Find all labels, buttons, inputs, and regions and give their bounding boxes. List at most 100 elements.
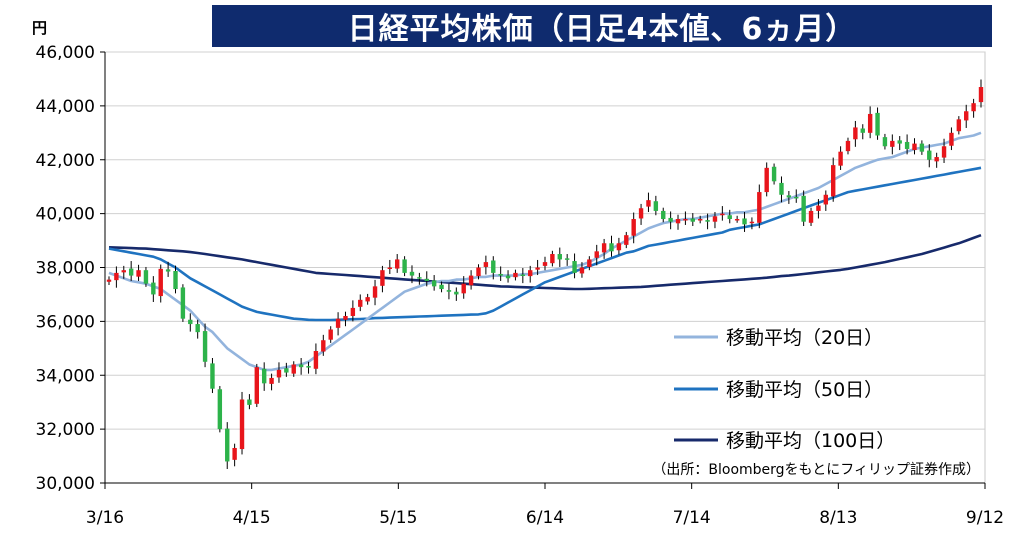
y-tick-label: 42,000 (36, 151, 95, 171)
candle (934, 152, 939, 168)
candle (705, 213, 710, 230)
candle (431, 275, 437, 291)
candle (794, 189, 799, 203)
candle (727, 209, 732, 224)
candle-body (535, 267, 540, 270)
candle-body (661, 210, 666, 220)
candle (158, 264, 163, 303)
candle (808, 207, 814, 227)
candle-body (794, 196, 799, 199)
candle (653, 195, 659, 216)
candle-body (498, 273, 503, 276)
legend-label-ma100: 移動平均（100日） (726, 430, 895, 452)
candle (439, 281, 444, 293)
candle-body (225, 428, 230, 462)
candle (675, 214, 681, 230)
candle (720, 206, 725, 221)
candle-body (461, 283, 466, 294)
candle-body (409, 271, 415, 276)
candle (276, 362, 282, 383)
x-tick-label: 5/15 (379, 508, 417, 528)
candle-body (764, 167, 769, 193)
candle (971, 98, 976, 118)
candle-body (949, 132, 954, 146)
candle-body (941, 146, 947, 158)
legend-label-ma50: 移動平均（50日） (726, 379, 883, 401)
candle (217, 386, 223, 433)
candle (483, 255, 489, 275)
candle (624, 231, 629, 249)
candle-body (232, 447, 237, 460)
candle-body (165, 269, 171, 272)
candle (697, 215, 703, 224)
candle (823, 190, 829, 211)
candle-body (321, 340, 326, 352)
candle (764, 162, 769, 197)
candle-body (261, 368, 267, 384)
candle-body (609, 243, 614, 252)
candle-body (587, 259, 592, 267)
candle-body (734, 219, 740, 221)
candle-body (247, 399, 252, 405)
candle-body (424, 278, 429, 281)
candle-body (298, 364, 304, 368)
candle (210, 358, 215, 394)
candle-body (978, 87, 984, 103)
candle (838, 146, 843, 170)
y-tick-label: 38,000 (36, 259, 95, 279)
candle-body (114, 272, 119, 281)
candle (424, 271, 429, 287)
candle (328, 326, 333, 343)
candle-body (372, 286, 378, 298)
candle (343, 311, 348, 327)
candle (638, 203, 644, 225)
candle (587, 256, 592, 271)
candle-body (483, 262, 489, 267)
candle-body (269, 377, 274, 384)
candle (180, 284, 186, 322)
candle-body (335, 318, 341, 328)
candle-body (727, 215, 732, 220)
candle-body (136, 270, 141, 277)
candle (616, 237, 622, 255)
candle (520, 268, 526, 284)
candle (528, 265, 533, 283)
candle-body (697, 219, 703, 221)
ma20-line (108, 131, 982, 372)
candle-body (904, 141, 910, 149)
candle-body (771, 166, 777, 182)
candle (860, 124, 865, 140)
candle (151, 276, 156, 302)
y-unit-label: 円 (32, 19, 47, 37)
candle-body (712, 216, 718, 222)
candle (247, 394, 252, 410)
candle (454, 287, 459, 301)
candle-body (468, 275, 474, 286)
candle-body (491, 260, 496, 273)
candle (964, 104, 969, 128)
candle-body (653, 201, 659, 211)
candle (919, 140, 925, 155)
candle-body (217, 389, 223, 430)
candle-body (550, 254, 555, 264)
candle-body (934, 157, 939, 162)
candle (461, 276, 466, 299)
candle (239, 391, 245, 455)
candle-body (195, 324, 200, 333)
candle (195, 319, 200, 339)
candle-body (742, 218, 747, 225)
candle-body (860, 128, 865, 133)
candles (106, 79, 984, 469)
candle (845, 137, 851, 155)
candle (594, 244, 599, 266)
candle (335, 312, 341, 336)
candle-body (624, 235, 629, 245)
candle-body (757, 192, 762, 223)
candle-body (831, 165, 836, 197)
candle (749, 217, 755, 230)
candle-body (350, 307, 356, 316)
candle (631, 212, 636, 244)
candle-body (513, 272, 518, 278)
x-tick-label: 7/14 (673, 508, 711, 528)
candle (365, 293, 370, 305)
